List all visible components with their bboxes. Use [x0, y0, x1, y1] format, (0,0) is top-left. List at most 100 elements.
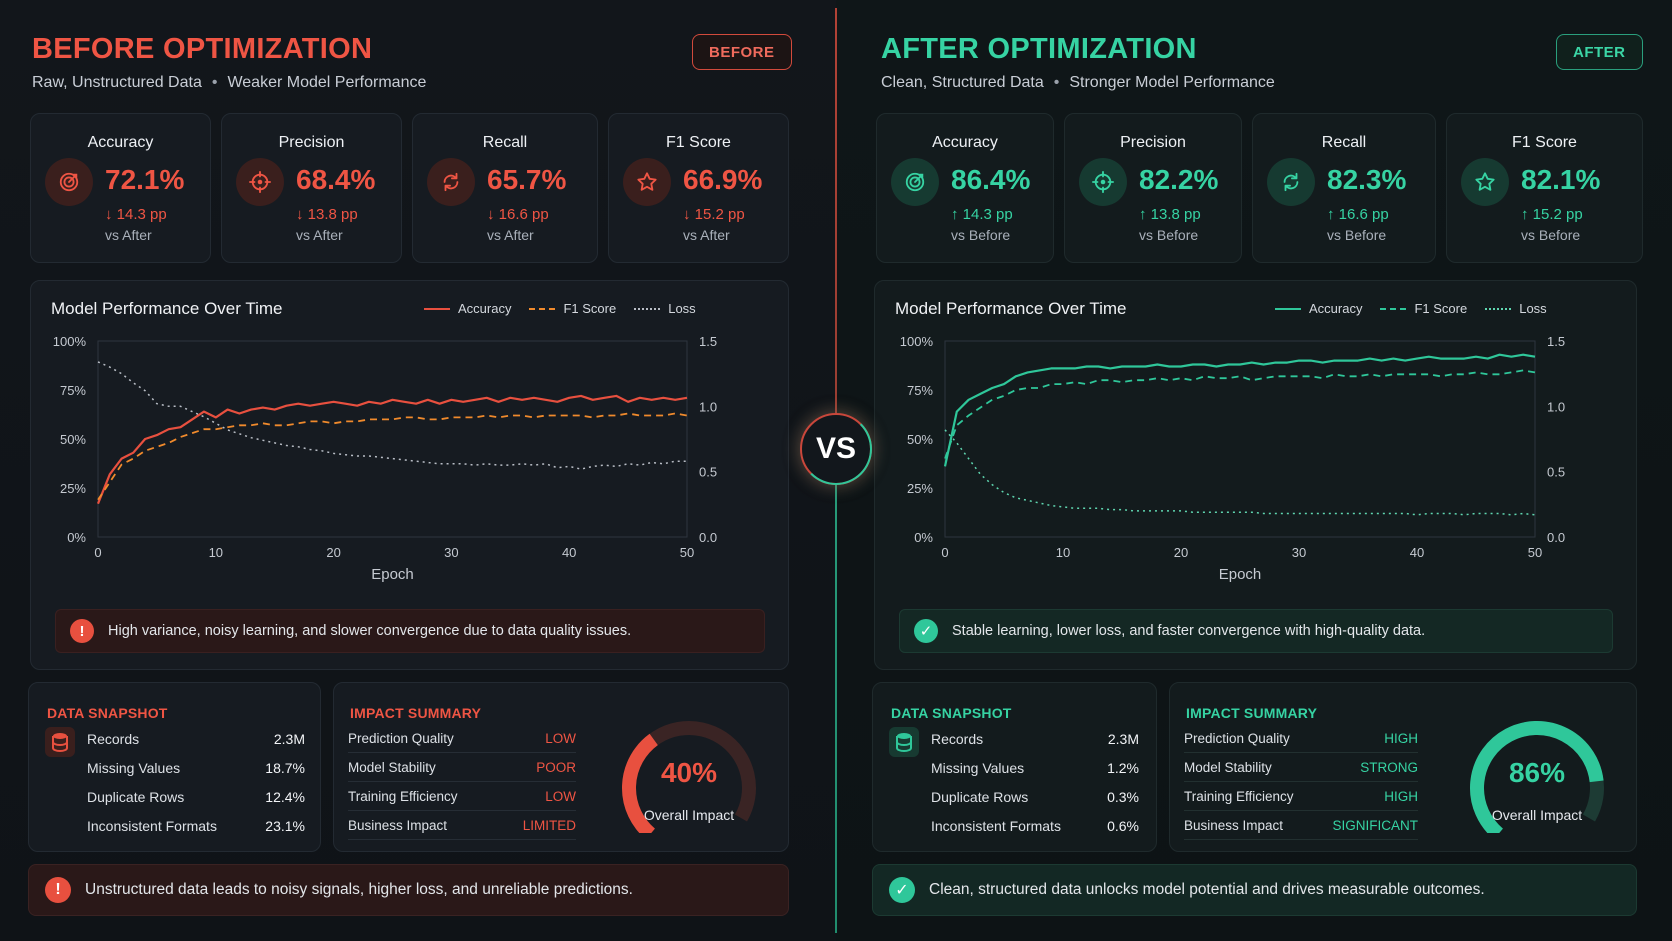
metric-label: Accuracy: [87, 134, 154, 151]
impact-row: Model Stability STRONG: [1184, 760, 1418, 782]
x-tick-label: 30: [444, 545, 458, 560]
legend-f1: F1 Score: [1380, 301, 1467, 316]
legend-swatch-accuracy: [1275, 307, 1301, 310]
before-metric-card-recall: Recall 65.7% ↓ 16.6 pp vs After: [412, 113, 598, 263]
metric-delta: ↓ 15.2 pp: [683, 206, 745, 223]
snapshot-value: 0.3%: [1107, 789, 1139, 805]
legend-loss: Loss: [634, 301, 696, 316]
metric-value: 82.3%: [1327, 164, 1407, 195]
legend-label: Loss: [668, 301, 696, 316]
snapshot-value: 2.3M: [273, 731, 305, 747]
metric-delta: ↑ 14.3 pp: [951, 206, 1013, 223]
x-tick-label: 10: [1056, 545, 1070, 560]
snapshot-label: Inconsistent Formats: [931, 818, 1061, 834]
impact-row: Prediction Quality HIGH: [1184, 731, 1418, 753]
before-subtitle-b: Weaker Model Performance: [227, 74, 427, 91]
x-axis-label: Epoch: [1219, 566, 1262, 583]
after-metric-card-accuracy: Accuracy 86.4% ↑ 14.3 pp vs Before: [876, 113, 1054, 263]
y2-tick-label: 0.0: [1547, 530, 1565, 545]
after-data-snapshot: DATA SNAPSHOT Records 2.3M Missing Values 1…: [872, 682, 1157, 852]
vs-badge: VS: [800, 413, 872, 485]
metric-value: 68.4%: [296, 164, 376, 195]
after-note-text: Stable learning, lower loss, and faster …: [952, 623, 1426, 639]
metric-label: Recall: [482, 134, 528, 151]
legend-swatch-f1: [529, 307, 556, 310]
impact-row: Business Impact LIMITED: [348, 818, 576, 840]
x-tick-label: 20: [1174, 545, 1188, 560]
before-footer-text: Unstructured data leads to noisy signals…: [85, 881, 633, 898]
metric-label: F1 Score: [666, 134, 731, 151]
after-subtitle-a: Clean, Structured Data: [881, 74, 1044, 91]
impact-label: Model Stability: [348, 760, 436, 775]
metric-delta: ↑ 13.8 pp: [1139, 206, 1201, 223]
metric-value: 72.1%: [105, 164, 185, 195]
impact-value: POOR: [536, 760, 576, 775]
before-subtitle: Raw, Unstructured Data • Weaker Model Perf…: [32, 74, 426, 92]
series-line-f1-score: [944, 369, 1536, 459]
snapshot-label: Missing Values: [87, 760, 181, 776]
before-title: BEFORE OPTIMIZATION: [32, 33, 373, 65]
x-tick-label: 0: [94, 545, 101, 560]
x-axis-label: Epoch: [371, 566, 414, 583]
metric-label: F1 Score: [1512, 134, 1577, 151]
metric-delta: ↓ 16.6 pp: [487, 206, 549, 223]
gauge-fill: [622, 733, 659, 840]
after-footer: ✓ Clean, structured data unlocks model p…: [872, 864, 1637, 916]
metric-comparison: vs Before: [1521, 227, 1581, 243]
impact-label: Prediction Quality: [348, 731, 454, 746]
target-icon: [45, 158, 93, 206]
gauge-fill: [1470, 721, 1604, 840]
snapshot-value: 1.2%: [1107, 760, 1139, 776]
legend-swatch-f1: [1380, 307, 1407, 310]
before-subtitle-a: Raw, Unstructured Data: [32, 74, 202, 91]
x-tick-label: 40: [1410, 545, 1424, 560]
impact-value: STRONG: [1360, 760, 1418, 775]
metric-label: Accuracy: [932, 134, 998, 151]
metric-label: Precision: [1120, 134, 1186, 151]
x-tick-label: 20: [326, 545, 340, 560]
impact-label: Model Stability: [1184, 760, 1272, 775]
alert-icon: !: [70, 619, 94, 643]
after-footer-text: Clean, structured data unlocks model pot…: [929, 881, 1485, 898]
star-icon: [1461, 158, 1509, 206]
x-tick-label: 0: [941, 545, 948, 560]
after-impact-gauge: 86% Overall Impact: [1462, 713, 1612, 840]
x-tick-label: 10: [209, 545, 223, 560]
y-tick-label: 50%: [907, 432, 933, 447]
y-tick-label: 75%: [907, 383, 933, 398]
target-icon: [891, 158, 939, 206]
impact-label: Prediction Quality: [1184, 731, 1290, 746]
legend-label: F1 Score: [1414, 301, 1468, 316]
y-tick-label: 25%: [60, 481, 86, 496]
impact-label: Business Impact: [1184, 818, 1284, 833]
y-tick-label: 100%: [900, 334, 934, 349]
metric-label: Precision: [278, 134, 345, 151]
after-gauge-value: 86%: [1508, 757, 1566, 788]
y2-tick-label: 1.0: [1547, 399, 1565, 414]
snapshot-value: 12.4%: [265, 789, 305, 805]
before-snapshot-heading: DATA SNAPSHOT: [47, 705, 168, 721]
series-line-loss: [944, 429, 1536, 516]
legend-swatch-loss: [634, 307, 661, 310]
before-chart-note: ! High variance, noisy learning, and slo…: [55, 609, 765, 653]
metric-comparison: vs Before: [1327, 227, 1387, 243]
after-chart-title: Model Performance Over Time: [895, 299, 1127, 318]
after-metric-card-recall: Recall 82.3% ↑ 16.6 pp vs Before: [1252, 113, 1436, 263]
star-icon: [623, 158, 671, 206]
legend-accuracy: Accuracy: [1275, 301, 1362, 316]
metric-delta: ↓ 14.3 pp: [105, 206, 167, 223]
metric-comparison: vs After: [683, 227, 730, 243]
legend-loss: Loss: [1485, 301, 1547, 316]
metric-delta: ↑ 15.2 pp: [1521, 206, 1583, 223]
after-gauge-label: Overall Impact: [1491, 807, 1583, 823]
impact-row: Training Efficiency LOW: [348, 789, 576, 811]
impact-label: Business Impact: [348, 818, 448, 833]
metric-value: 82.2%: [1139, 164, 1219, 195]
impact-value: LIMITED: [522, 818, 576, 833]
metric-comparison: vs Before: [1139, 227, 1199, 243]
before-gauge-label: Overall Impact: [643, 807, 735, 823]
after-subtitle: Clean, Structured Data • Stronger Model Pe…: [881, 74, 1275, 92]
y2-tick-label: 0.5: [1547, 465, 1565, 480]
snapshot-row: Records 2.3M: [87, 731, 305, 747]
check-circle-icon: ✓: [914, 619, 938, 643]
